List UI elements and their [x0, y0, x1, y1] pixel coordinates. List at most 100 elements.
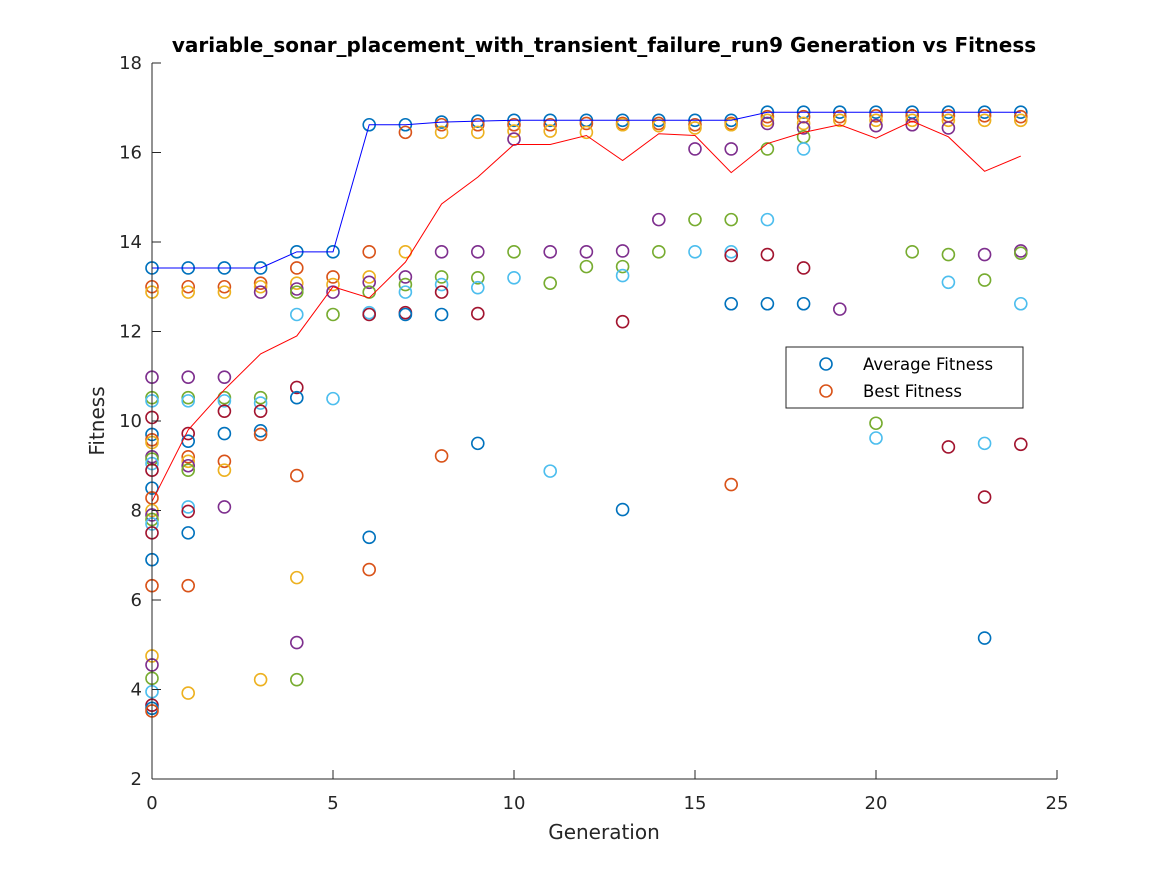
scatter-point — [217, 454, 232, 469]
scatter-point — [362, 270, 377, 284]
scatter-point — [181, 686, 195, 700]
scatter-point — [796, 121, 811, 135]
scatter-point — [543, 117, 558, 132]
scatter-point — [543, 245, 558, 259]
y-tick-label: 4 — [131, 680, 142, 701]
scatter-point — [977, 113, 992, 128]
scatter-point — [289, 276, 304, 290]
scatter-point — [289, 390, 304, 405]
scatter-point — [181, 394, 195, 408]
scatter-point — [905, 113, 920, 128]
scatter-point — [869, 431, 883, 445]
scatter-point — [615, 268, 630, 283]
scatter-point — [688, 245, 702, 259]
scatter-point — [398, 270, 413, 284]
scatter-point — [253, 279, 268, 294]
scatter-point — [181, 285, 195, 299]
scatter-point — [181, 454, 195, 469]
scatter-point — [869, 118, 883, 133]
scatter-point — [181, 504, 195, 519]
y-tick-label: 18 — [119, 53, 142, 74]
scatter-point — [796, 116, 811, 131]
scatter-point — [615, 244, 630, 258]
scatter-point — [434, 277, 449, 292]
y-tick-label: 16 — [119, 143, 142, 164]
scatter-point — [434, 245, 449, 259]
scatter-point — [289, 380, 304, 395]
scatter-point — [181, 458, 195, 473]
scatter-point — [326, 391, 340, 406]
series-line — [152, 111, 1021, 269]
scatter-point — [434, 125, 449, 140]
scatter-point — [181, 463, 195, 478]
scatter-point — [470, 436, 485, 451]
scatter-point — [289, 307, 304, 322]
scatter-point — [507, 117, 521, 132]
scatter-point — [289, 468, 304, 483]
scatter-point — [832, 109, 847, 124]
line-layer — [151, 111, 1021, 502]
scatter-point — [977, 490, 992, 504]
scatter-point — [651, 118, 666, 133]
scatter-point — [181, 370, 195, 384]
scatter-point — [905, 117, 920, 132]
scatter-point — [543, 124, 558, 138]
y-tick-label: 8 — [131, 501, 142, 522]
scatter-point — [832, 302, 847, 316]
scatter-point — [869, 113, 883, 128]
scatter-point — [724, 477, 739, 492]
y-tick-label: 2 — [131, 769, 142, 790]
scatter-point — [615, 314, 630, 329]
y-tick-label: 10 — [119, 411, 142, 432]
scatter-point — [253, 427, 268, 442]
x-tick-label: 15 — [684, 793, 707, 814]
scatter-point — [326, 277, 340, 292]
x-tick-label: 20 — [865, 793, 888, 814]
scatter-point — [977, 436, 992, 451]
scatter-point — [977, 109, 992, 123]
scatter-point — [688, 121, 702, 135]
scatter-point — [253, 424, 268, 438]
scatter-point — [724, 248, 739, 263]
legend-box — [785, 346, 1024, 409]
scatter-point — [1013, 296, 1028, 311]
scatter-point — [724, 212, 739, 227]
x-tick-label: 10 — [503, 793, 526, 814]
x-tick-label: 25 — [1046, 793, 1069, 814]
scatter-point — [941, 113, 956, 128]
scatter-point — [507, 124, 521, 138]
scatter-point — [289, 570, 304, 585]
scatter-point — [579, 245, 594, 259]
scatter-point — [434, 117, 449, 132]
scatter-point — [326, 270, 340, 284]
scatter-point — [1013, 113, 1028, 128]
scatter-point — [688, 142, 702, 156]
scatter-point — [507, 270, 521, 285]
scatter-point — [253, 404, 268, 418]
scatter-point — [181, 578, 195, 593]
scatter-point — [217, 394, 232, 408]
scatter-point — [905, 245, 920, 259]
y-tick-label: 6 — [131, 590, 142, 611]
scatter-point — [760, 116, 775, 131]
legend-marker-average — [819, 357, 833, 371]
scatter-point — [470, 117, 485, 132]
scatter-point — [724, 142, 739, 156]
scatter-point — [760, 109, 775, 124]
scatter-point — [724, 117, 739, 132]
y-tick-label: 14 — [119, 232, 142, 253]
scatter-point — [796, 261, 811, 275]
scatter-point — [434, 270, 449, 284]
scatter-point — [615, 502, 630, 517]
scatter-point — [579, 259, 594, 274]
scatter-point — [832, 113, 847, 128]
y-tick-label: 12 — [119, 322, 142, 343]
scatter-point — [615, 259, 630, 274]
scatter-point — [362, 530, 377, 545]
scatter-point — [217, 463, 232, 478]
scatter-point — [398, 277, 413, 292]
x-tick-label: 0 — [146, 793, 157, 814]
scatter-point — [760, 296, 775, 311]
